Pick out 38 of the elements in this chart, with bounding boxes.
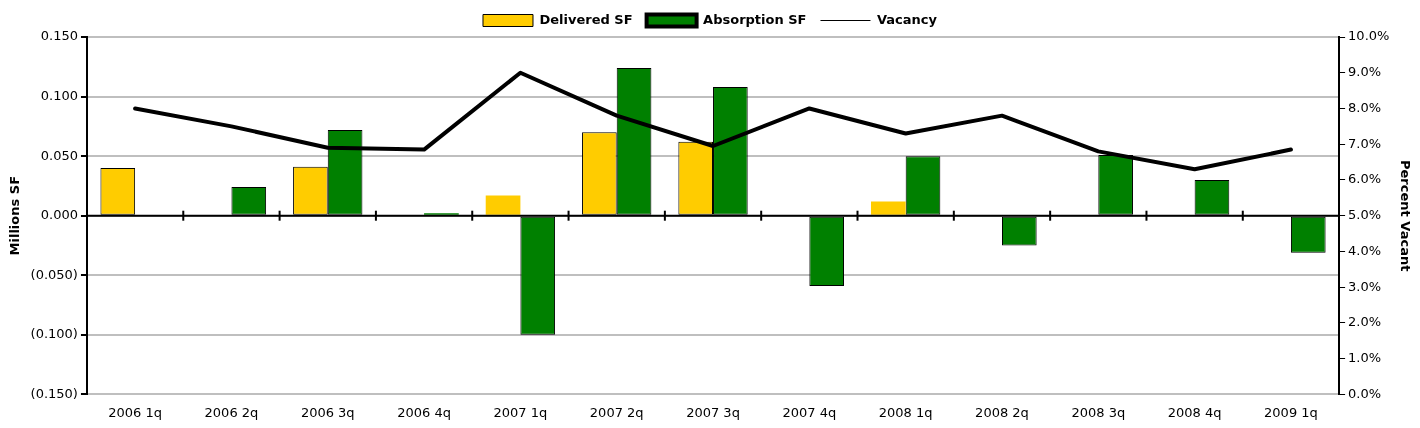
x-tick-label: 2008 4q bbox=[1167, 404, 1222, 420]
y2-tick-label: 2.0% bbox=[1348, 314, 1382, 330]
bar bbox=[485, 195, 521, 215]
y2-tick-label: 5.0% bbox=[1348, 207, 1382, 223]
y2-tick-label: 8.0% bbox=[1348, 99, 1382, 115]
y2-tick-label: 0.0% bbox=[1348, 385, 1382, 401]
x-tick-label: 2007 2q bbox=[589, 404, 644, 420]
x-tick-label: 2006 3q bbox=[300, 404, 355, 420]
x-tick-label: 2007 1q bbox=[493, 404, 548, 420]
y2-tick-label: 6.0% bbox=[1348, 171, 1382, 187]
y2-tick-label: 3.0% bbox=[1348, 278, 1382, 294]
x-tick-label: 2008 3q bbox=[1071, 404, 1126, 420]
y2-axis-title: Percent Vacant bbox=[1397, 160, 1413, 272]
x-tick-label: 2007 4q bbox=[782, 404, 837, 420]
x-tick-label: 2006 4q bbox=[397, 404, 451, 420]
legend-label: Vacancy bbox=[876, 11, 938, 27]
y2-tick-label: 4.0% bbox=[1348, 242, 1382, 258]
y2-tick-label: 9.0% bbox=[1348, 64, 1382, 80]
y-tick-label: 0.100 bbox=[40, 87, 78, 103]
x-tick-label: 2007 3q bbox=[686, 404, 740, 420]
legend-label: Delivered SF bbox=[539, 11, 633, 27]
y-tick-label: 0.050 bbox=[40, 147, 78, 163]
y-tick-label: (0.150) bbox=[30, 385, 78, 401]
x-tick-label: 2008 2q bbox=[975, 404, 1029, 420]
y-axis-title: Millions SF bbox=[7, 175, 23, 256]
y-tick-label: 0.150 bbox=[40, 28, 78, 44]
legend-label: Absorption SF bbox=[703, 11, 807, 27]
x-tick-label: 2006 2q bbox=[204, 404, 259, 420]
y-tick-label: (0.100) bbox=[30, 326, 78, 342]
x-tick-label: 2009 1q bbox=[1264, 404, 1318, 420]
y2-tick-label: 1.0% bbox=[1348, 350, 1382, 366]
y-tick-label: (0.050) bbox=[30, 266, 78, 282]
y-tick-label: 0.000 bbox=[40, 207, 78, 223]
bar bbox=[870, 201, 906, 215]
y2-tick-label: 10.0% bbox=[1348, 28, 1390, 44]
y2-tick-label: 7.0% bbox=[1348, 135, 1382, 151]
x-tick-label: 2008 1q bbox=[878, 404, 933, 420]
x-tick-label: 2006 1q bbox=[108, 404, 162, 420]
